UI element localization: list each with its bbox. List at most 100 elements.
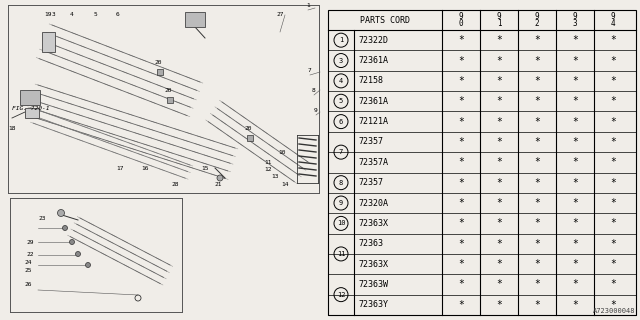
Text: 8: 8 [312,87,316,92]
Bar [185,12,205,27]
Text: *: * [534,239,540,249]
Text: 11: 11 [337,251,345,257]
Bar [167,97,173,103]
Text: *: * [496,56,502,66]
Text: *: * [572,279,578,290]
Text: 23: 23 [38,215,45,220]
Text: 26: 26 [24,283,32,287]
Text: 19: 19 [44,12,52,17]
Text: 4: 4 [339,78,343,84]
Text: 28: 28 [172,181,179,187]
Bar [25,108,39,118]
Text: 9
1: 9 1 [497,12,501,28]
Text: *: * [610,76,616,86]
Text: *: * [496,137,502,147]
Text: *: * [496,300,502,310]
Text: *: * [458,137,464,147]
Text: *: * [610,218,616,228]
Text: *: * [534,137,540,147]
Text: 3: 3 [52,12,56,17]
Circle shape [76,252,81,257]
Text: 7: 7 [308,68,312,73]
Text: PARTS CORD: PARTS CORD [360,15,410,25]
Text: 14: 14 [281,181,289,187]
Circle shape [63,226,67,230]
Text: *: * [572,96,578,106]
Text: 72363X: 72363X [358,260,388,268]
Text: 12: 12 [337,292,345,298]
Text: *: * [458,96,464,106]
Bar [157,69,163,75]
Bar [20,90,40,105]
Circle shape [217,175,223,181]
Text: *: * [610,157,616,167]
Text: *: * [572,76,578,86]
Text: *: * [572,116,578,127]
Text: 72363Y: 72363Y [358,300,388,309]
Text: *: * [458,76,464,86]
Text: 27: 27 [276,12,284,17]
Text: 72363: 72363 [358,239,383,248]
Text: 5: 5 [93,12,97,17]
Text: *: * [610,56,616,66]
Text: *: * [610,137,616,147]
Text: *: * [572,178,578,188]
Text: *: * [610,96,616,106]
Text: *: * [534,157,540,167]
Text: *: * [496,279,502,290]
Text: *: * [458,178,464,188]
Text: *: * [610,116,616,127]
Text: *: * [458,116,464,127]
Bar [247,135,253,141]
Text: 72320A: 72320A [358,198,388,208]
Text: 6: 6 [339,119,343,124]
Text: 72357A: 72357A [358,158,388,167]
Text: 18: 18 [8,125,16,131]
Text: *: * [610,198,616,208]
Text: 16: 16 [141,165,148,171]
Text: *: * [458,218,464,228]
Text: 20: 20 [244,125,252,131]
Text: 15: 15 [201,165,209,171]
Text: 10: 10 [278,149,285,155]
Text: 12: 12 [264,166,272,172]
Text: *: * [572,218,578,228]
Text: *: * [496,259,502,269]
Text: *: * [534,178,540,188]
Text: *: * [534,279,540,290]
Text: *: * [534,198,540,208]
Text: 24: 24 [24,260,32,265]
Text: 72363X: 72363X [358,219,388,228]
Text: A723000048: A723000048 [593,308,635,314]
Text: 22: 22 [26,252,34,258]
Text: *: * [572,137,578,147]
Bar [42,32,55,52]
Text: 4: 4 [70,12,74,17]
Text: 72158: 72158 [358,76,383,85]
Text: *: * [534,218,540,228]
Text: *: * [496,157,502,167]
Text: *: * [572,56,578,66]
Text: *: * [534,56,540,66]
Text: 5: 5 [339,98,343,104]
Text: 9
2: 9 2 [534,12,540,28]
Circle shape [86,262,90,268]
Text: *: * [534,116,540,127]
Text: FIG. 720-1: FIG. 720-1 [12,106,49,110]
Text: *: * [458,35,464,45]
Text: *: * [458,198,464,208]
Circle shape [70,239,74,244]
Text: 17: 17 [116,165,124,171]
Text: *: * [496,218,502,228]
Text: 10: 10 [337,220,345,226]
Text: 72322D: 72322D [358,36,388,45]
Text: 72121A: 72121A [358,117,388,126]
Text: 29: 29 [26,239,34,244]
Text: *: * [610,300,616,310]
Text: 13: 13 [271,173,279,179]
Text: 9
0: 9 0 [459,12,463,28]
Text: *: * [534,259,540,269]
Text: *: * [572,239,578,249]
Text: 1: 1 [339,37,343,43]
Bar [328,10,636,315]
